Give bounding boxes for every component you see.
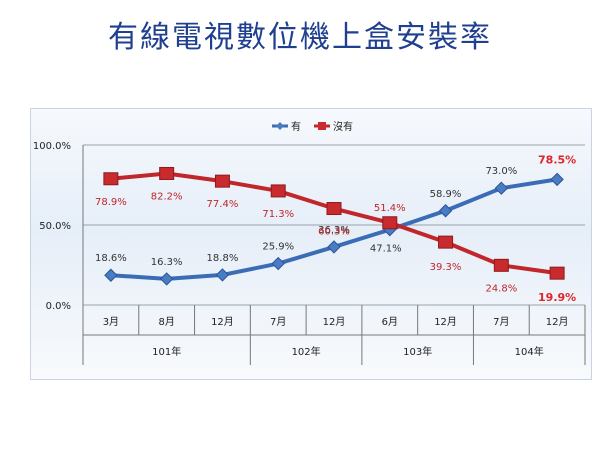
data-label-meiyou: 51.4% xyxy=(374,203,406,214)
y-tick-label: 0.0% xyxy=(46,301,71,312)
x-tick-label: 12月 xyxy=(546,316,569,328)
data-point-you xyxy=(104,268,118,282)
data-label-you: 58.9% xyxy=(430,189,462,200)
legend-label: 有 xyxy=(291,120,301,133)
data-point-you xyxy=(327,240,341,254)
x-tick-label: 6月 xyxy=(382,316,398,328)
page-title: 有線電視數位機上盒安裝率 xyxy=(108,20,492,55)
data-point-meiyou xyxy=(159,166,175,180)
x-tick-label: 3月 xyxy=(103,316,119,328)
group-label: 103年 xyxy=(403,345,432,358)
data-point-you xyxy=(494,181,509,195)
legend-label: 沒有 xyxy=(333,120,353,133)
data-point-meiyou xyxy=(382,216,398,230)
data-point-you xyxy=(159,272,174,286)
data-label-meiyou: 39.3% xyxy=(430,262,462,273)
data-label-meiyou: 24.8% xyxy=(485,283,517,294)
data-point-meiyou xyxy=(103,172,119,186)
data-label-meiyou: 71.3% xyxy=(262,209,294,220)
data-label-you: 36.3% xyxy=(318,225,350,236)
data-label-meiyou: 82.2% xyxy=(151,191,183,202)
legend-marker xyxy=(318,122,326,130)
x-tick-label: 12月 xyxy=(434,316,457,328)
data-label-meiyou: 78.9% xyxy=(95,197,127,208)
x-tick-label: 12月 xyxy=(323,316,346,328)
x-tick-label: 7月 xyxy=(493,316,509,328)
data-label-you: 18.6% xyxy=(95,253,127,264)
y-tick-label: 100.0% xyxy=(33,141,71,152)
data-label-you: 78.5% xyxy=(538,153,576,166)
group-label: 104年 xyxy=(515,345,544,358)
data-point-meiyou xyxy=(438,235,454,249)
data-point-meiyou xyxy=(270,184,286,198)
x-tick-label: 7月 xyxy=(270,316,286,328)
data-point-you xyxy=(215,268,230,282)
data-point-meiyou xyxy=(493,258,509,272)
group-label: 102年 xyxy=(292,345,321,358)
data-point-you xyxy=(271,256,285,271)
group-label: 101年 xyxy=(152,345,181,358)
data-label-you: 25.9% xyxy=(262,242,294,253)
data-point-you xyxy=(550,172,564,187)
data-point-meiyou xyxy=(549,266,565,280)
data-label-you: 47.1% xyxy=(370,244,402,255)
data-point-you xyxy=(438,204,453,218)
data-point-meiyou xyxy=(214,174,230,188)
data-label-you: 73.0% xyxy=(485,166,517,177)
data-label-meiyou: 19.9% xyxy=(538,291,576,304)
legend-marker xyxy=(276,122,284,130)
x-tick-label: 8月 xyxy=(158,316,174,328)
data-label-you: 16.3% xyxy=(151,257,183,268)
data-label-meiyou: 77.4% xyxy=(207,199,239,210)
y-tick-label: 50.0% xyxy=(39,221,71,232)
data-label-you: 18.8% xyxy=(207,253,239,264)
data-point-meiyou xyxy=(326,202,342,216)
x-tick-label: 12月 xyxy=(211,316,234,328)
data-label-meiyou: 60.3% xyxy=(318,227,350,238)
